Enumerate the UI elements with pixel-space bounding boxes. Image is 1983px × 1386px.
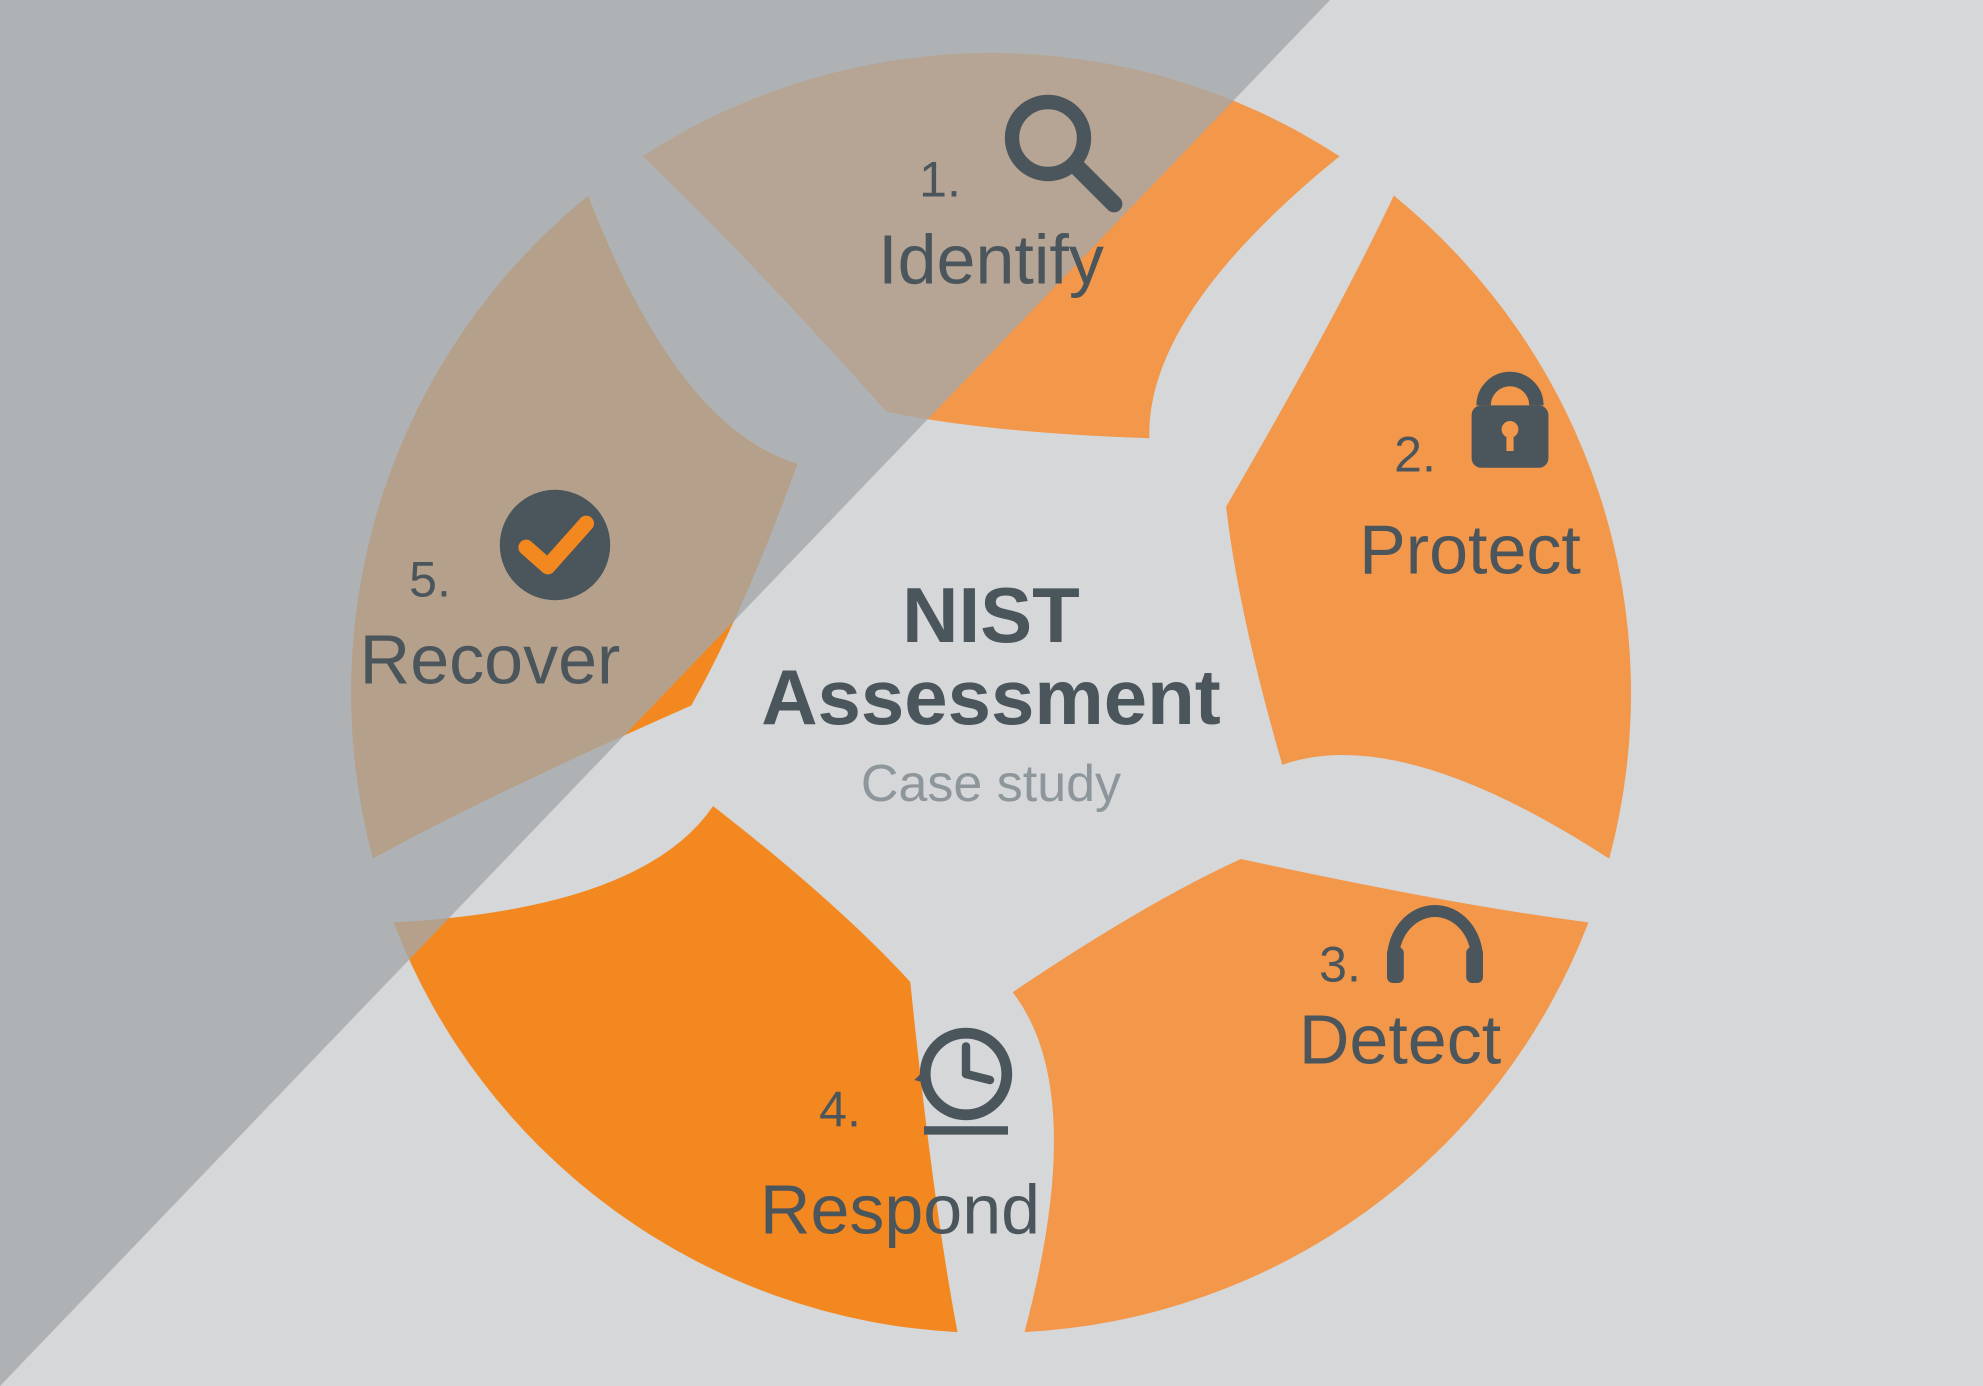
check-circle-icon xyxy=(500,490,610,600)
diagram-svg xyxy=(0,0,1983,1386)
infographic-stage: NISTAssessment Case study Identify1.Prot… xyxy=(0,0,1983,1386)
